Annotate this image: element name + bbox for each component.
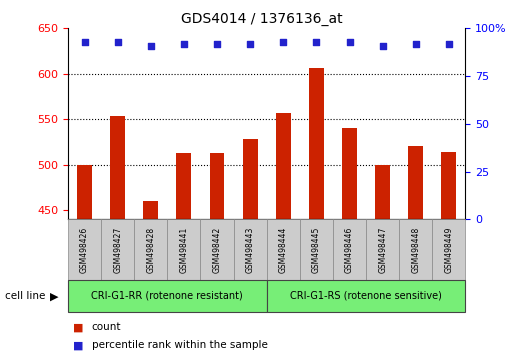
Text: GSM498444: GSM498444 [279, 226, 288, 273]
Point [81, 39, 89, 45]
Text: GSM498441: GSM498441 [179, 227, 188, 273]
Text: GSM498446: GSM498446 [345, 226, 354, 273]
Bar [68, 280, 267, 312]
Bar [300, 219, 333, 280]
Point [213, 41, 221, 46]
Point [279, 39, 288, 45]
Point [412, 41, 420, 46]
Bar [210, 153, 224, 219]
Bar [167, 219, 200, 280]
Bar [101, 219, 134, 280]
Point [345, 39, 354, 45]
Point [379, 43, 387, 48]
Point [445, 41, 453, 46]
Text: count: count [92, 322, 121, 332]
Text: GSM498443: GSM498443 [246, 226, 255, 273]
Point [180, 41, 188, 46]
Bar [234, 219, 267, 280]
Bar [143, 201, 158, 219]
Point [113, 39, 122, 45]
Text: ■: ■ [73, 322, 84, 332]
Text: ▶: ▶ [50, 291, 58, 301]
Text: percentile rank within the sample: percentile rank within the sample [92, 340, 267, 350]
Point [246, 41, 254, 46]
Text: GSM498442: GSM498442 [212, 227, 222, 273]
Bar [366, 219, 399, 280]
Text: GSM498427: GSM498427 [113, 227, 122, 273]
Bar [276, 113, 291, 219]
Text: ■: ■ [73, 340, 84, 350]
Text: CRI-G1-RR (rotenone resistant): CRI-G1-RR (rotenone resistant) [92, 291, 243, 301]
Bar [77, 165, 92, 219]
Bar [267, 280, 465, 312]
Text: GSM498447: GSM498447 [378, 226, 387, 273]
Text: CRI-G1-RS (rotenone sensitive): CRI-G1-RS (rotenone sensitive) [290, 291, 442, 301]
Bar [134, 219, 167, 280]
Bar [441, 152, 457, 219]
Bar [110, 116, 125, 219]
Text: GSM498445: GSM498445 [312, 226, 321, 273]
Bar [267, 219, 300, 280]
Text: GSM498449: GSM498449 [445, 226, 453, 273]
Bar [243, 139, 258, 219]
Text: GDS4014 / 1376136_at: GDS4014 / 1376136_at [180, 12, 343, 27]
Text: GSM498428: GSM498428 [146, 227, 155, 273]
Point [146, 43, 155, 48]
Bar [342, 127, 357, 219]
Bar [68, 219, 101, 280]
Text: GSM498448: GSM498448 [411, 227, 420, 273]
Bar [333, 219, 366, 280]
Bar [408, 146, 423, 219]
Text: cell line: cell line [5, 291, 46, 301]
Text: GSM498426: GSM498426 [80, 227, 89, 273]
Bar [200, 219, 234, 280]
Bar [375, 165, 390, 219]
Bar [176, 153, 191, 219]
Bar [399, 219, 433, 280]
Bar [433, 219, 465, 280]
Bar [309, 68, 324, 219]
Point [312, 39, 321, 45]
